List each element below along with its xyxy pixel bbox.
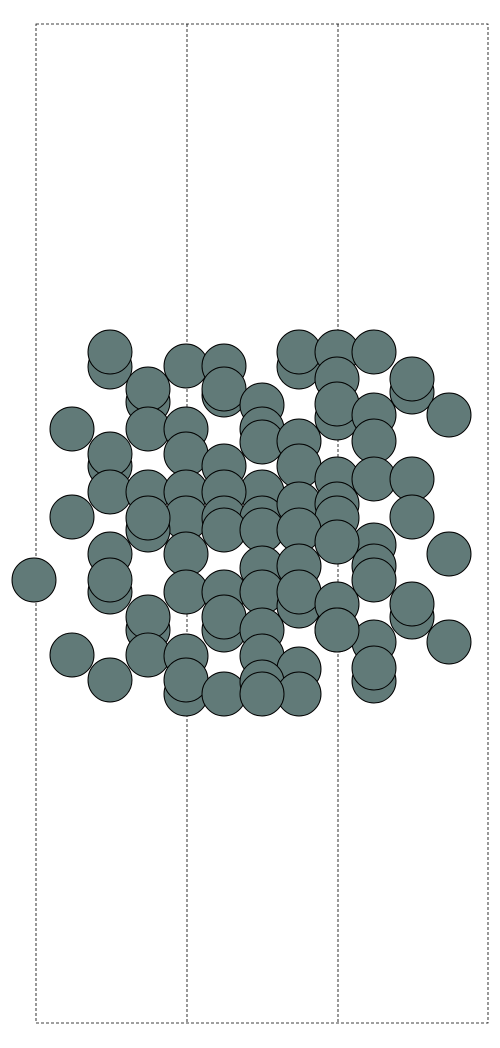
atom-74 bbox=[125, 594, 171, 640]
atom-96 bbox=[239, 671, 285, 717]
atom-80 bbox=[426, 619, 472, 665]
atom-21 bbox=[49, 406, 95, 452]
atom-87 bbox=[314, 607, 360, 653]
atom-5 bbox=[163, 343, 209, 389]
atom-35 bbox=[351, 456, 397, 502]
atom-83 bbox=[125, 632, 171, 678]
atom-91 bbox=[201, 671, 247, 717]
atom-56 bbox=[163, 531, 209, 577]
atom-24 bbox=[163, 431, 209, 477]
atom-95 bbox=[351, 645, 397, 691]
atom-48 bbox=[125, 495, 171, 541]
atom-29 bbox=[351, 418, 397, 464]
unit-cell-outline bbox=[35, 23, 489, 1024]
atom-4 bbox=[125, 366, 171, 412]
atom-20 bbox=[426, 392, 472, 438]
atom-82 bbox=[49, 632, 95, 678]
atom-16 bbox=[389, 356, 435, 402]
atom-50 bbox=[389, 494, 435, 540]
atom-61 bbox=[426, 531, 472, 577]
atom-51 bbox=[201, 507, 247, 553]
atom-69 bbox=[276, 569, 322, 615]
atom-28 bbox=[276, 443, 322, 489]
atom-2 bbox=[87, 329, 133, 375]
atom-31 bbox=[87, 431, 133, 477]
atom-81 bbox=[351, 557, 397, 603]
atom-49 bbox=[49, 494, 95, 540]
atom-36 bbox=[389, 456, 435, 502]
atom-11 bbox=[276, 329, 322, 375]
atoms-layer bbox=[11, 329, 472, 717]
atom-88 bbox=[87, 657, 133, 703]
atom-22 bbox=[125, 406, 171, 452]
atom-72 bbox=[201, 594, 247, 640]
atom-65 bbox=[163, 569, 209, 615]
atom-8 bbox=[201, 366, 247, 412]
atom-64 bbox=[87, 557, 133, 603]
cell-border bbox=[35, 23, 489, 1024]
atom-62 bbox=[11, 557, 57, 603]
atom-37 bbox=[87, 469, 133, 515]
atom-79 bbox=[389, 581, 435, 627]
atom-14 bbox=[351, 329, 397, 375]
atom-90 bbox=[163, 657, 209, 703]
atom-55 bbox=[314, 519, 360, 565]
